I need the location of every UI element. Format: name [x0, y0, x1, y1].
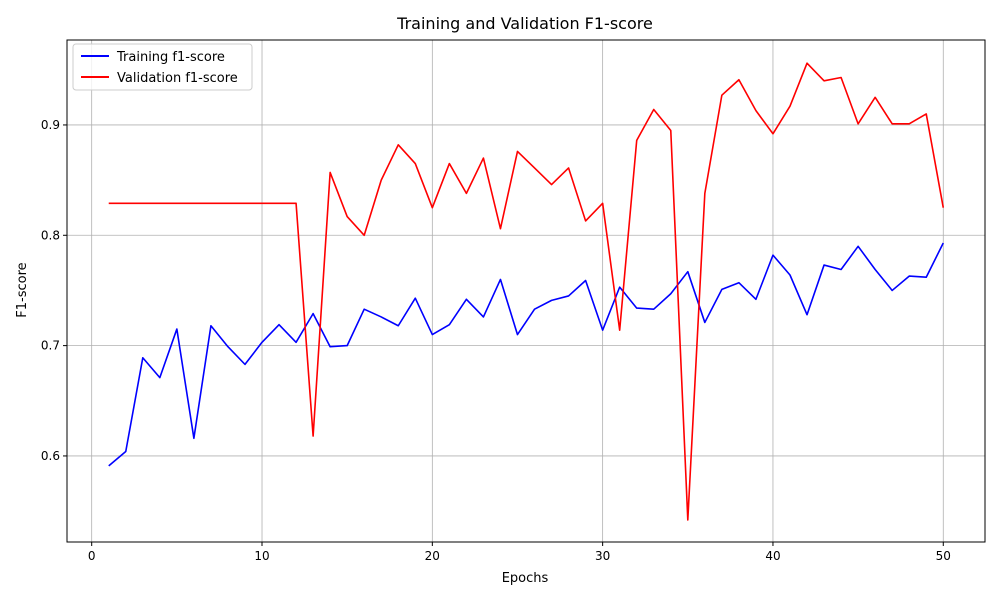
chart-title: Training and Validation F1-score — [396, 14, 653, 33]
y-tick-label: 0.6 — [41, 449, 60, 463]
x-tick-label: 0 — [88, 549, 96, 563]
legend: Training f1-score Validation f1-score — [72, 43, 253, 91]
legend-box — [72, 43, 253, 91]
y-tick-label: 0.8 — [41, 228, 60, 242]
x-tick-label: 30 — [595, 549, 610, 563]
validation-f1-line — [108, 62, 945, 521]
axis-ticks: 0 10 20 30 40 50 0.6 0.7 0.8 0.9 — [41, 118, 951, 563]
x-tick-label: 50 — [936, 549, 951, 563]
training-f1-line — [108, 242, 944, 467]
plot-frame — [66, 39, 986, 543]
y-tick-label: 0.7 — [41, 339, 60, 353]
x-tick-label: 20 — [425, 549, 440, 563]
legend-label-validation: Validation f1-score — [117, 71, 238, 86]
x-tick-label: 40 — [765, 549, 780, 563]
x-tick-label: 10 — [254, 549, 269, 563]
x-axis-label: Epochs — [502, 571, 549, 586]
legend-label-training: Training f1-score — [116, 50, 225, 65]
y-tick-label: 0.9 — [41, 118, 60, 132]
grid — [67, 40, 985, 542]
y-axis-label: F1-score — [15, 262, 30, 317]
series-lines — [108, 62, 945, 521]
